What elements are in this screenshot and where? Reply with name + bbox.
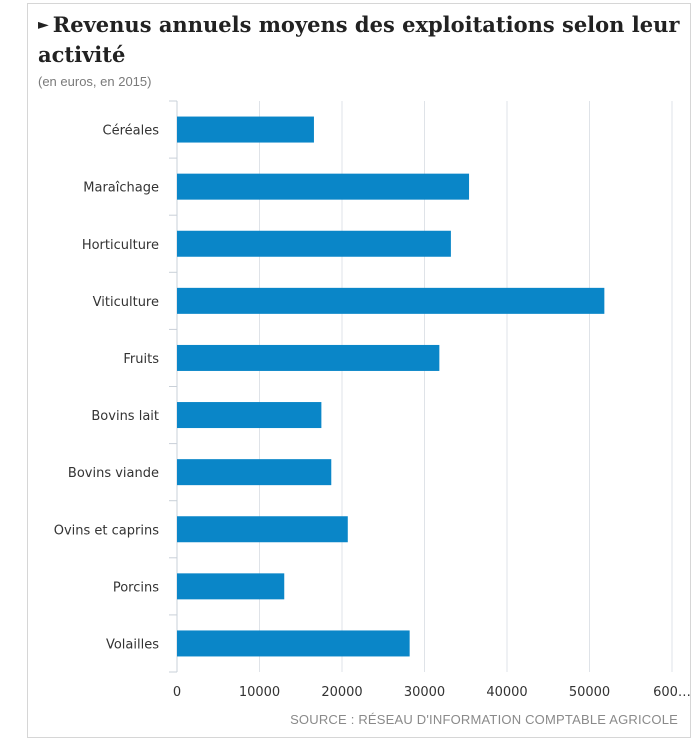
x-tick-label: 20000 [321, 685, 362, 700]
category-label: Ovins et caprins [54, 523, 159, 538]
title-arrow-icon: ► [38, 17, 49, 33]
bar-10 [177, 630, 410, 657]
category-label: Bovins lait [91, 409, 159, 424]
bar-6 [177, 402, 322, 429]
bar-3 [177, 230, 451, 257]
x-tick-label: 10000 [239, 685, 280, 700]
x-tick-label: 0 [173, 685, 181, 700]
bar-5 [177, 344, 440, 371]
category-label: Maraîchage [83, 181, 159, 196]
x-tick-label: 30000 [404, 685, 445, 700]
category-label: Fruits [123, 352, 159, 367]
category-label: Céréales [103, 124, 160, 139]
source-credit: SOURCE : RÉSEAU D'INFORMATION COMPTABLE … [290, 712, 678, 727]
bar-2 [177, 173, 470, 200]
chart-title: ► Revenus annuels moyens des exploitation… [38, 10, 688, 69]
category-label: Horticulture [82, 238, 159, 253]
x-tick-label: 40000 [486, 685, 527, 700]
bar-4 [177, 287, 605, 314]
chart-card: ► Revenus annuels moyens des exploitation… [27, 3, 691, 738]
category-label: Volailles [106, 637, 159, 652]
chart-title-text: Revenus annuels moyens des exploitations… [38, 12, 680, 67]
category-label: Porcins [113, 580, 159, 595]
chart-subtitle: (en euros, en 2015) [38, 74, 152, 89]
x-tick-label: 50000 [569, 685, 610, 700]
bar-9 [177, 573, 285, 600]
category-label: Bovins viande [68, 466, 159, 481]
bar-7 [177, 459, 332, 486]
bar-8 [177, 516, 348, 543]
bar-1 [177, 116, 314, 143]
category-label: Viticulture [93, 295, 159, 310]
bar-chart: Céréales Maraîchage Horticulture Viticultur… [54, 100, 690, 700]
x-tick-label: 600… [653, 685, 690, 700]
